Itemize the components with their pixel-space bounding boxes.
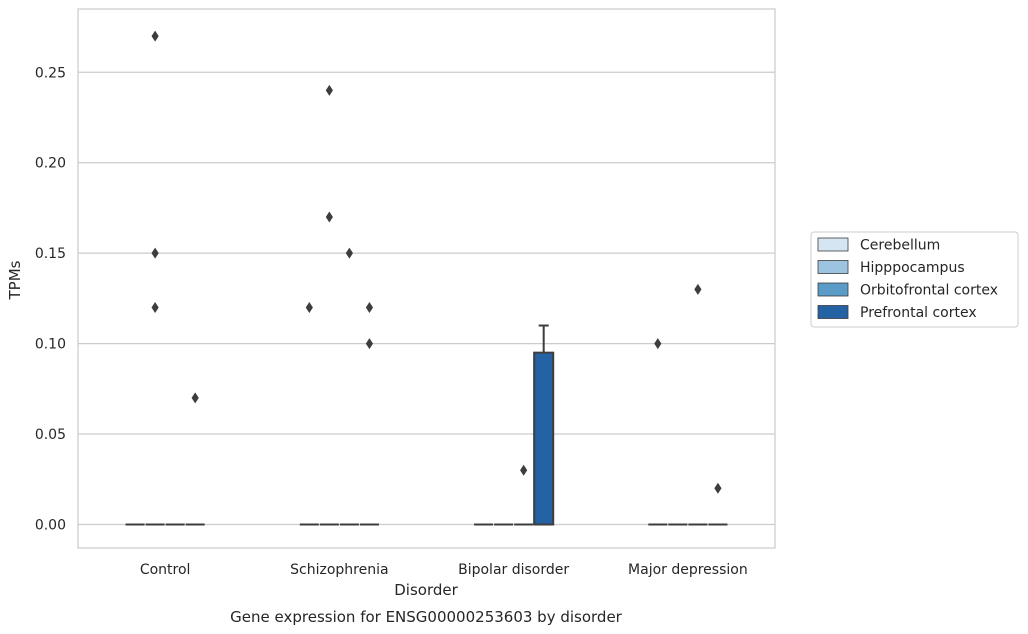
legend-swatch xyxy=(817,282,849,297)
legend-label: Hipppocampus xyxy=(860,260,965,276)
y-tick-label: 0.20 xyxy=(35,156,66,172)
y-tick-labels: 0.00 0.05 0.10 0.15 0.20 0.25 xyxy=(35,65,66,533)
x-tick-label: Bipolar disorder xyxy=(458,562,569,578)
outlier-point xyxy=(654,338,662,350)
outlier-point xyxy=(714,482,722,494)
legend-label: Orbitofrontal cortex xyxy=(860,283,998,299)
outlier-point xyxy=(365,338,374,350)
x-axis-title: Disorder xyxy=(394,581,458,599)
grid-lines xyxy=(78,71,775,526)
legend: Cerebellum Hipppocampus Orbitofrontal cort… xyxy=(810,231,1019,328)
legend-frame xyxy=(810,231,1019,328)
outlier-point xyxy=(191,392,199,404)
legend-swatch xyxy=(817,260,849,274)
x-tick-label: Control xyxy=(140,562,191,578)
outlier-point xyxy=(305,301,313,313)
outlier-point xyxy=(325,211,333,223)
x-tick-label: Schizophrenia xyxy=(290,562,388,578)
box xyxy=(533,324,555,526)
y-tick-label: 0.05 xyxy=(35,427,66,443)
y-tick-label: 0.25 xyxy=(35,65,66,81)
legend-label: Prefrontal cortex xyxy=(860,305,977,321)
legend-swatch xyxy=(817,305,849,319)
boxes xyxy=(125,324,728,526)
outlier-point xyxy=(151,30,159,42)
y-tick-label: 0.00 xyxy=(35,517,66,533)
box-body xyxy=(533,351,555,526)
y-tick-label: 0.15 xyxy=(35,246,66,262)
legend-label: Cerebellum xyxy=(860,238,940,254)
outlier-point xyxy=(520,464,528,476)
outlier-point xyxy=(151,247,159,259)
outlier-point xyxy=(694,283,702,295)
chart-caption: Gene expression for ENSG00000253603 by d… xyxy=(230,608,623,626)
legend-swatch xyxy=(817,237,849,252)
outlier-point xyxy=(325,84,333,96)
outlier-point xyxy=(151,301,159,313)
x-tick-label: Major depression xyxy=(628,562,748,578)
y-tick-label: 0.10 xyxy=(35,337,66,353)
outlier-point xyxy=(365,301,374,313)
y-axis-title: TPMs xyxy=(6,260,24,300)
x-tick-labels: Control Schizophrenia Bipolar disorder Majo… xyxy=(140,562,748,578)
outlier-point xyxy=(345,247,353,259)
outlier-points xyxy=(151,30,722,494)
plot-frame xyxy=(77,8,776,549)
